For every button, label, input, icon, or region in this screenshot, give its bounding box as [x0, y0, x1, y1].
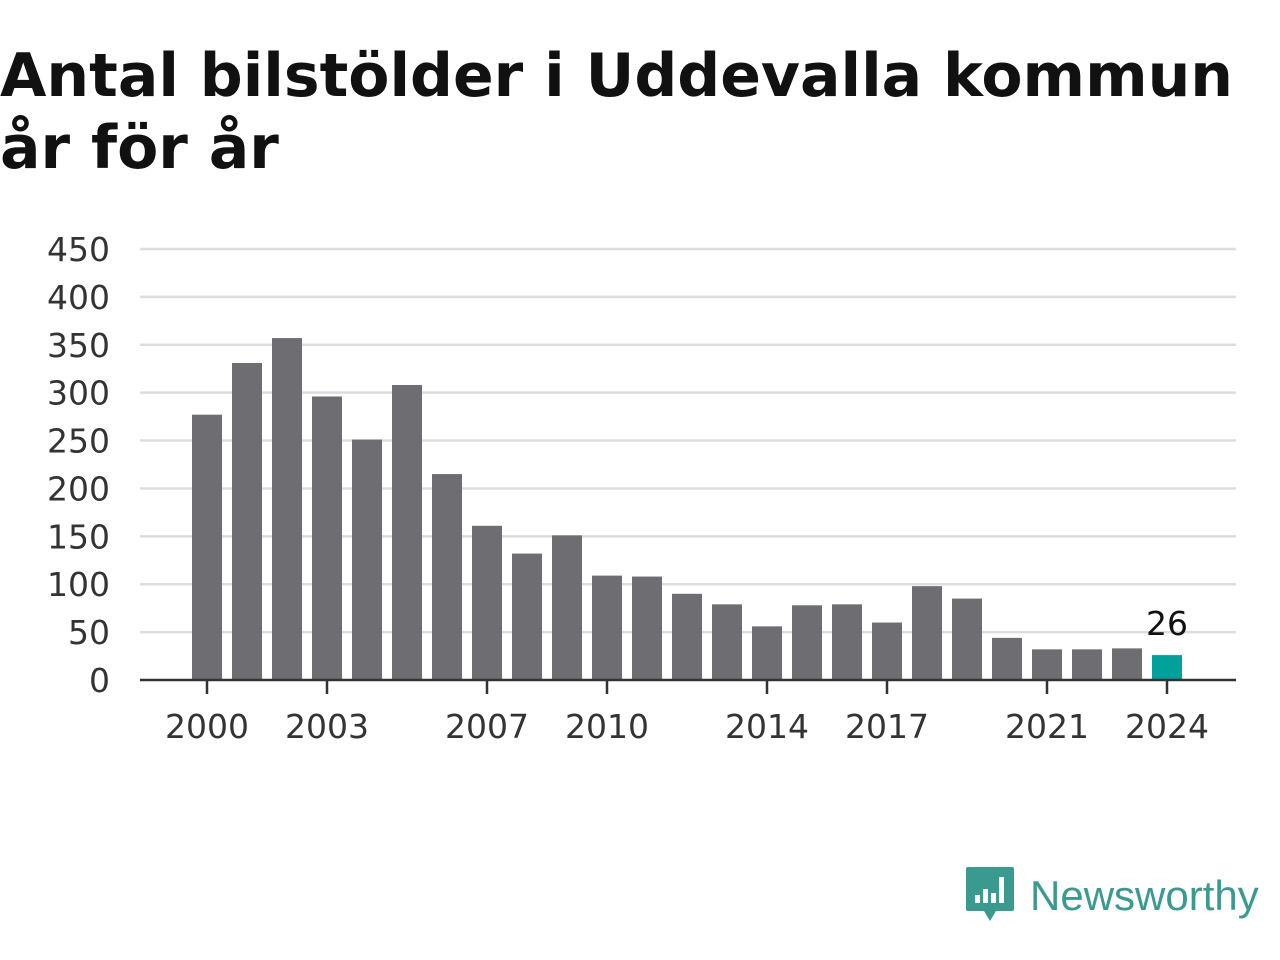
bar-2007	[472, 525, 502, 680]
bar-2001	[232, 362, 262, 680]
bar-2004	[352, 439, 382, 680]
data-label-2024: 26	[1146, 604, 1188, 643]
y-tick-label: 250	[47, 422, 110, 461]
bar-2003	[312, 396, 342, 680]
bar-2022	[1072, 649, 1102, 680]
bar-2023	[1112, 648, 1142, 680]
bar-2019	[952, 598, 982, 680]
x-tick-label: 2014	[725, 707, 809, 746]
y-tick-label: 350	[47, 326, 110, 365]
bar-2013	[712, 604, 742, 680]
y-tick-label: 0	[89, 661, 110, 700]
bar-chart: 0 50 100 150 200 250 300 350 400 450 2000 2003 2007 2…	[47, 230, 1236, 746]
bar-2021	[1032, 649, 1062, 680]
bar-2015	[792, 605, 822, 680]
y-tick-label: 300	[47, 374, 110, 413]
bar-2018	[912, 586, 942, 680]
x-tick-label: 2000	[165, 707, 249, 746]
bar-2024	[1152, 655, 1182, 680]
x-tick-label: 2021	[1005, 707, 1089, 746]
x-tick-label: 2010	[565, 707, 649, 746]
bar-2020	[992, 637, 1022, 680]
bar-2012	[672, 593, 702, 680]
bar-2016	[832, 604, 862, 680]
brand-logo: Newsworthy	[964, 864, 1259, 928]
bar-2010	[592, 575, 622, 680]
x-tick-label: 2007	[445, 707, 529, 746]
y-tick-label: 100	[47, 565, 110, 604]
bar-2011	[632, 576, 662, 680]
x-tick-label: 2003	[285, 707, 369, 746]
bar-2008	[512, 553, 542, 680]
y-tick-label: 450	[47, 230, 110, 269]
y-tick-label: 400	[47, 278, 110, 317]
newsworthy-logo-icon	[966, 867, 1014, 921]
x-tick-label: 2017	[845, 707, 929, 746]
bar-2002	[272, 338, 302, 680]
brand-name: Newsworthy	[1030, 872, 1259, 919]
x-tick-label: 2024	[1125, 707, 1209, 746]
y-tick-label: 200	[47, 469, 110, 508]
y-tick-label: 50	[68, 613, 110, 652]
y-tick-label: 150	[47, 517, 110, 556]
bar-2000	[192, 414, 222, 680]
bar-2006	[432, 474, 462, 680]
chart-title: Antal bilstölder i Uddevalla kommun år f…	[0, 41, 1234, 183]
bar-2005	[392, 385, 422, 680]
bar-2009	[552, 535, 582, 680]
bar-2017	[872, 622, 902, 680]
bar-2014	[752, 626, 782, 680]
